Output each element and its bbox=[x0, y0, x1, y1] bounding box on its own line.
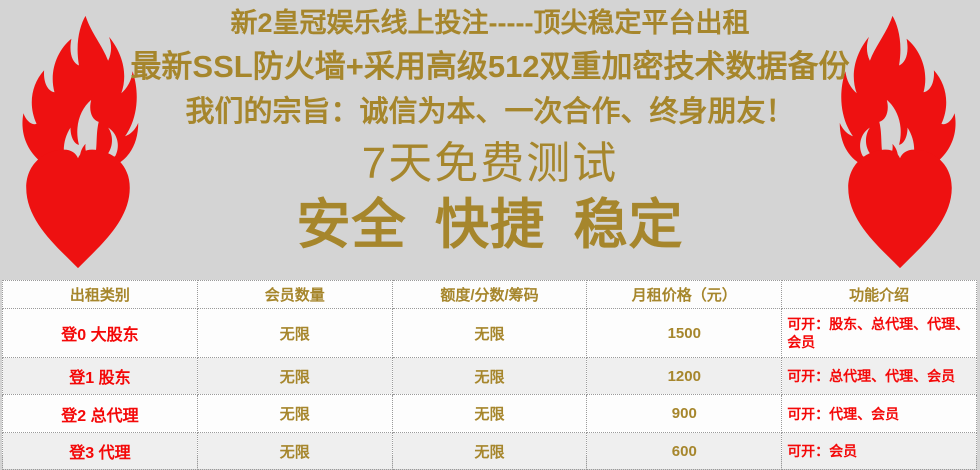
cell-members: 无限 bbox=[196, 432, 393, 470]
header-line-slogan: 安全 快捷 稳定 bbox=[296, 195, 684, 255]
cell-features: 可开：代理、会员 bbox=[781, 394, 977, 433]
cell-category: 登2 总代理 bbox=[2, 394, 198, 433]
pricing-table: 出租类别 会员数量 额度/分数/筹码 月租价格（元） 功能介绍 登0 大股东 无… bbox=[2, 280, 977, 470]
table-row: 登0 大股东 无限 无限 1500 可开：股东、总代理、代理、会员 bbox=[2, 308, 977, 358]
cell-members: 无限 bbox=[196, 394, 393, 433]
column-header-price: 月租价格（元） bbox=[586, 280, 783, 309]
cell-category: 登1 股东 bbox=[2, 357, 198, 395]
column-header-category: 出租类别 bbox=[2, 280, 198, 309]
table-header-row: 出租类别 会员数量 额度/分数/筹码 月租价格（元） 功能介绍 bbox=[2, 280, 977, 309]
cell-price: 900 bbox=[586, 394, 783, 433]
cell-features: 可开：会员 bbox=[781, 432, 977, 470]
cell-quota: 无限 bbox=[391, 432, 588, 470]
column-header-quota: 额度/分数/筹码 bbox=[391, 280, 588, 309]
cell-quota: 无限 bbox=[391, 394, 588, 433]
pricing-table-wrap: 出租类别 会员数量 额度/分数/筹码 月租价格（元） 功能介绍 登0 大股东 无… bbox=[2, 280, 977, 470]
cell-quota: 无限 bbox=[391, 308, 588, 358]
header-line-free-trial: 7天免费测试 bbox=[361, 139, 619, 188]
cell-members: 无限 bbox=[196, 308, 393, 358]
header-line-motto: 我们的宗旨：诚信为本、一次合作、终身朋友！ bbox=[185, 96, 795, 128]
cell-price: 1200 bbox=[586, 357, 783, 395]
column-header-features: 功能介绍 bbox=[781, 280, 977, 309]
column-header-members: 会员数量 bbox=[196, 280, 393, 309]
table-row: 登1 股东 无限 无限 1200 可开：总代理、代理、会员 bbox=[2, 357, 977, 395]
cell-price: 1500 bbox=[586, 308, 783, 358]
flaming-heart-icon bbox=[22, 15, 139, 269]
cell-category: 登0 大股东 bbox=[2, 308, 198, 358]
flaming-heart-icon bbox=[839, 15, 956, 269]
table-row: 登3 代理 无限 无限 600 可开：会员 bbox=[2, 432, 977, 470]
cell-quota: 无限 bbox=[391, 357, 588, 395]
page: 新2皇冠娱乐线上投注-----顶尖稳定平台出租 最新SSL防火墙+采用高级512… bbox=[2, 8, 977, 470]
cell-price: 600 bbox=[586, 432, 783, 470]
cell-features: 可开：总代理、代理、会员 bbox=[781, 357, 977, 395]
cell-members: 无限 bbox=[196, 357, 393, 395]
cell-category: 登3 代理 bbox=[2, 432, 198, 470]
header-line-ssl-encryption: 最新SSL防火墙+采用高级512双重加密技术数据备份 bbox=[130, 49, 850, 84]
table-row: 登2 总代理 无限 无限 900 可开：代理、会员 bbox=[2, 394, 977, 433]
header-line-platform-rent: 新2皇冠娱乐线上投注-----顶尖稳定平台出租 bbox=[230, 8, 750, 38]
cell-features: 可开：股东、总代理、代理、会员 bbox=[781, 308, 977, 358]
